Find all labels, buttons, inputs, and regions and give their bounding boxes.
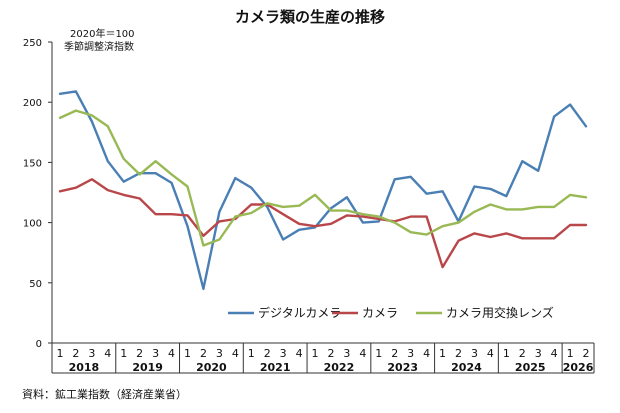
x-tick-label-quarter: 2	[72, 347, 79, 360]
y-tick-label: 250	[23, 38, 42, 49]
x-tick-label-quarter: 1	[503, 347, 510, 360]
x-tick-label-year: 2019	[132, 361, 163, 374]
source-note: 資料：鉱工業指数（経済産業省）	[22, 387, 187, 401]
legend-label: カメラ用交換レンズ	[446, 305, 554, 320]
x-tick-label-quarter: 3	[216, 347, 223, 360]
x-tick-label-quarter: 2	[455, 347, 462, 360]
x-tick-label-quarter: 1	[375, 347, 382, 360]
x-tick-label-quarter: 3	[88, 347, 95, 360]
x-tick-label-quarter: 4	[423, 347, 430, 360]
x-tick-label-quarter: 4	[232, 347, 239, 360]
x-tick-label-quarter: 3	[280, 347, 287, 360]
series-line-2	[58, 178, 588, 269]
chart-note-base-year: 2020年＝100	[70, 27, 135, 40]
x-tick-label-year: 2021	[260, 361, 291, 374]
x-tick-label-quarter: 3	[535, 347, 542, 360]
x-tick-label-quarter: 1	[184, 347, 191, 360]
series-line-3	[58, 109, 588, 247]
x-tick-label-quarter: 3	[407, 347, 414, 360]
x-tick-label-year: 2025	[515, 361, 546, 374]
x-tick-label-quarter: 4	[104, 347, 111, 360]
x-tick-label-quarter: 2	[264, 347, 271, 360]
x-tick-label-year: 2024	[451, 361, 482, 374]
x-tick-label-quarter: 3	[343, 347, 350, 360]
x-tick-label-quarter: 2	[136, 347, 143, 360]
x-tick-label-quarter: 1	[312, 347, 319, 360]
series-line-1	[58, 90, 588, 290]
x-tick-label-quarter: 4	[551, 347, 558, 360]
x-tick-label-year: 2022	[324, 361, 355, 374]
x-tick-label-quarter: 1	[56, 347, 63, 360]
x-tick-label-quarter: 1	[567, 347, 574, 360]
x-tick-label-quarter: 2	[327, 347, 334, 360]
legend: デジタルカメラ カメラ カメラ用交換レンズ	[228, 305, 554, 320]
x-tick-label-quarter: 4	[487, 347, 494, 360]
chart-note-seasonal: 季節調整済指数	[64, 40, 134, 53]
x-tick-label-quarter: 2	[519, 347, 526, 360]
x-tick-label-quarter: 3	[471, 347, 478, 360]
y-tick-label: 150	[23, 158, 42, 169]
x-tick-label-quarter: 3	[152, 347, 159, 360]
y-tick-label: 50	[29, 279, 42, 290]
y-tick-label: 0	[36, 339, 42, 350]
x-tick-label-year: 2026	[563, 361, 594, 374]
x-tick-label-quarter: 1	[248, 347, 255, 360]
y-tick-label: 200	[23, 98, 42, 109]
series-lines	[58, 90, 588, 290]
x-tick-label-quarter: 2	[200, 347, 207, 360]
x-tick-label-year: 2018	[69, 361, 100, 374]
x-tick-label-quarter: 2	[391, 347, 398, 360]
x-tick-label-year: 2020	[196, 361, 227, 374]
legend-label: デジタルカメラ	[258, 305, 341, 320]
y-tick-label: 100	[23, 219, 42, 230]
x-tick-label-quarter: 1	[439, 347, 446, 360]
x-tick-label-year: 2023	[387, 361, 418, 374]
x-tick-label-quarter: 1	[120, 347, 127, 360]
x-tick-label-quarter: 4	[168, 347, 175, 360]
x-tick-label-quarter: 2	[583, 347, 590, 360]
legend-label: カメラ	[362, 306, 398, 320]
x-tick-label-quarter: 4	[296, 347, 303, 360]
x-tick-label-quarter: 4	[359, 347, 366, 360]
y-axis: 0 50 100 150 200 250	[23, 38, 53, 373]
chart-title: カメラ類の生産の推移	[235, 8, 385, 26]
